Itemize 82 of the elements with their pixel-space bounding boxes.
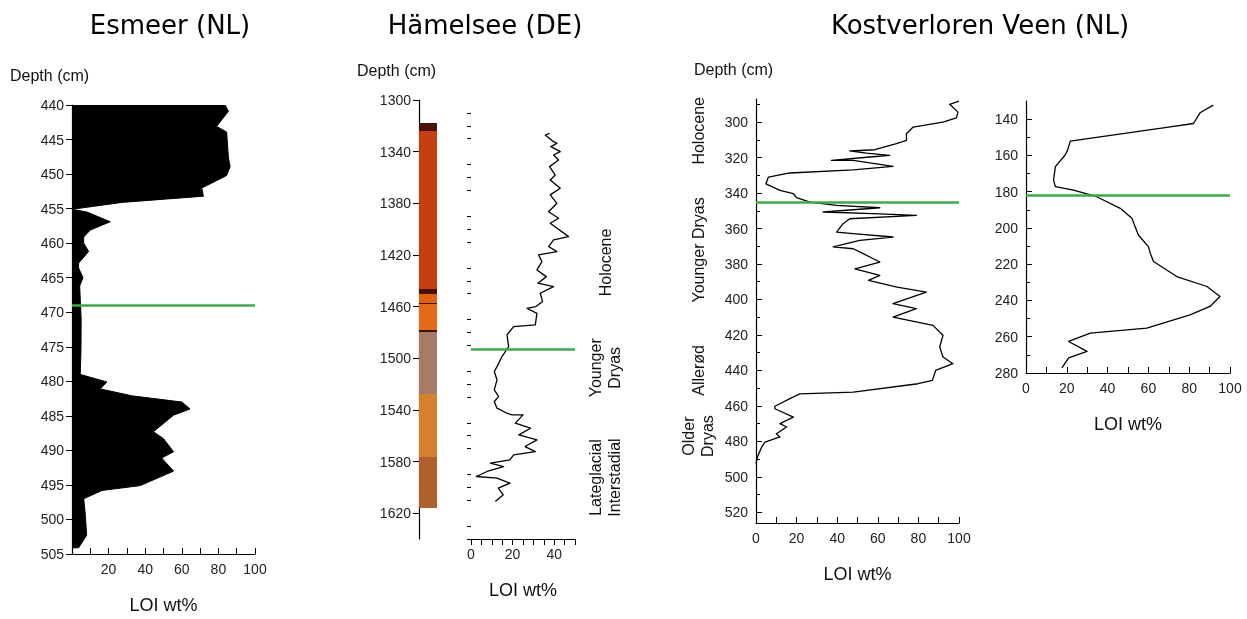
y-tick-label: 1580 [379, 453, 412, 470]
chart-title: Esmeer (NL) [89, 10, 251, 40]
x-tick-label: 40 [1099, 380, 1116, 396]
y-tick-label: 140 [994, 111, 1019, 128]
y-tick-label: 320 [724, 149, 749, 166]
x-axis-title: LOI wt% [823, 564, 892, 584]
text: Older Dryas [680, 415, 716, 457]
y-tick-label: 500 [724, 468, 749, 485]
y-tick-label: 445 [40, 131, 65, 148]
y-tick-label: 1340 [379, 143, 412, 160]
text: Holocene [689, 96, 707, 165]
x-tick-label: 80 [210, 561, 227, 577]
y-tick-label: 1500 [379, 350, 412, 367]
x-tick-label: 80 [1181, 380, 1198, 396]
y-tick-label: 340 [724, 185, 749, 202]
x-tick-label: 0 [1022, 380, 1031, 396]
y-tick-label: 470 [40, 304, 65, 321]
y-tick-label: 450 [40, 166, 65, 183]
y-tick-label: 455 [40, 200, 65, 217]
y-tick-label: 180 [994, 183, 1019, 200]
x-tick-label: 40 [546, 546, 563, 562]
y-tick-label: 440 [724, 362, 749, 379]
y-tick-label: 480 [40, 373, 65, 390]
x-tick-label: 60 [1140, 380, 1157, 396]
x-tick-label: 100 [947, 530, 971, 546]
x-tick-label: 20 [504, 546, 521, 562]
y-tick-label: 240 [994, 292, 1019, 309]
x-tick-label: 20 [100, 561, 117, 577]
y-tick-label: 505 [40, 546, 65, 562]
x-tick-label: 20 [788, 530, 805, 546]
x-axis-title: LOI wt% [129, 595, 198, 615]
y-tick-label: 280 [994, 365, 1019, 381]
line-series [475, 132, 570, 503]
y-tick-label: 1420 [379, 246, 412, 263]
text: Lateglacial Interstadial [587, 438, 623, 517]
y-tick-label: 380 [724, 255, 749, 272]
y-tick-label: 465 [40, 269, 65, 286]
y-tick-label: 260 [994, 328, 1019, 345]
y-tick-label: 1540 [379, 401, 412, 418]
text: Allerød [689, 345, 707, 396]
x-tick-label: 100 [243, 561, 267, 577]
x-tick-label: 60 [174, 561, 190, 577]
line-series [1052, 104, 1221, 369]
y-tick-label: 485 [40, 407, 65, 424]
y-axis-title: Depth (cm) [694, 60, 774, 78]
y-tick-label: 1620 [379, 505, 412, 522]
y-tick-label: 520 [724, 504, 749, 521]
y-tick-label: 420 [724, 326, 749, 343]
y-tick-label: 200 [994, 219, 1019, 236]
y-tick-label: 495 [40, 476, 65, 493]
x-tick-label: 60 [870, 530, 886, 546]
y-tick-label: 220 [994, 256, 1019, 273]
y-tick-label: 460 [724, 397, 749, 414]
x-axis-title: LOI wt% [488, 580, 558, 600]
text: Holocene [596, 228, 614, 297]
y-tick-label: 400 [724, 291, 749, 308]
x-tick-label: 80 [910, 530, 927, 546]
y-tick-label: 1380 [379, 195, 412, 212]
y-tick-label: 475 [40, 338, 65, 355]
chart-title: Kostverloren Veen (NL) [830, 10, 1130, 40]
x-tick-label: 100 [1218, 380, 1242, 396]
text: Younger Dryas [587, 337, 623, 398]
y-axis-title: Depth (cm) [10, 66, 90, 84]
y-tick-label: 460 [40, 235, 65, 252]
y-tick-label: 480 [724, 433, 749, 450]
chart-title: Hämelsee (DE) [387, 10, 583, 40]
x-tick-label: 0 [752, 530, 761, 546]
y-tick-label: 500 [40, 511, 65, 528]
y-tick-label: 300 [724, 114, 749, 131]
y-tick-label: 490 [40, 442, 65, 459]
y-axis-title: Depth (cm) [357, 61, 437, 79]
y-tick-label: 440 [40, 97, 65, 113]
x-tick-label: 40 [137, 561, 154, 577]
y-tick-label: 360 [724, 220, 749, 237]
text: Younger Dryas [689, 197, 707, 303]
x-tick-label: 20 [1059, 380, 1075, 396]
y-tick-label: 1460 [379, 298, 412, 315]
y-tick-label: 1300 [379, 92, 412, 108]
x-tick-label: 40 [829, 530, 846, 546]
x-axis-title: LOI wt% [1093, 414, 1163, 434]
y-tick-label: 160 [994, 147, 1019, 164]
x-tick-label: 0 [467, 546, 476, 562]
